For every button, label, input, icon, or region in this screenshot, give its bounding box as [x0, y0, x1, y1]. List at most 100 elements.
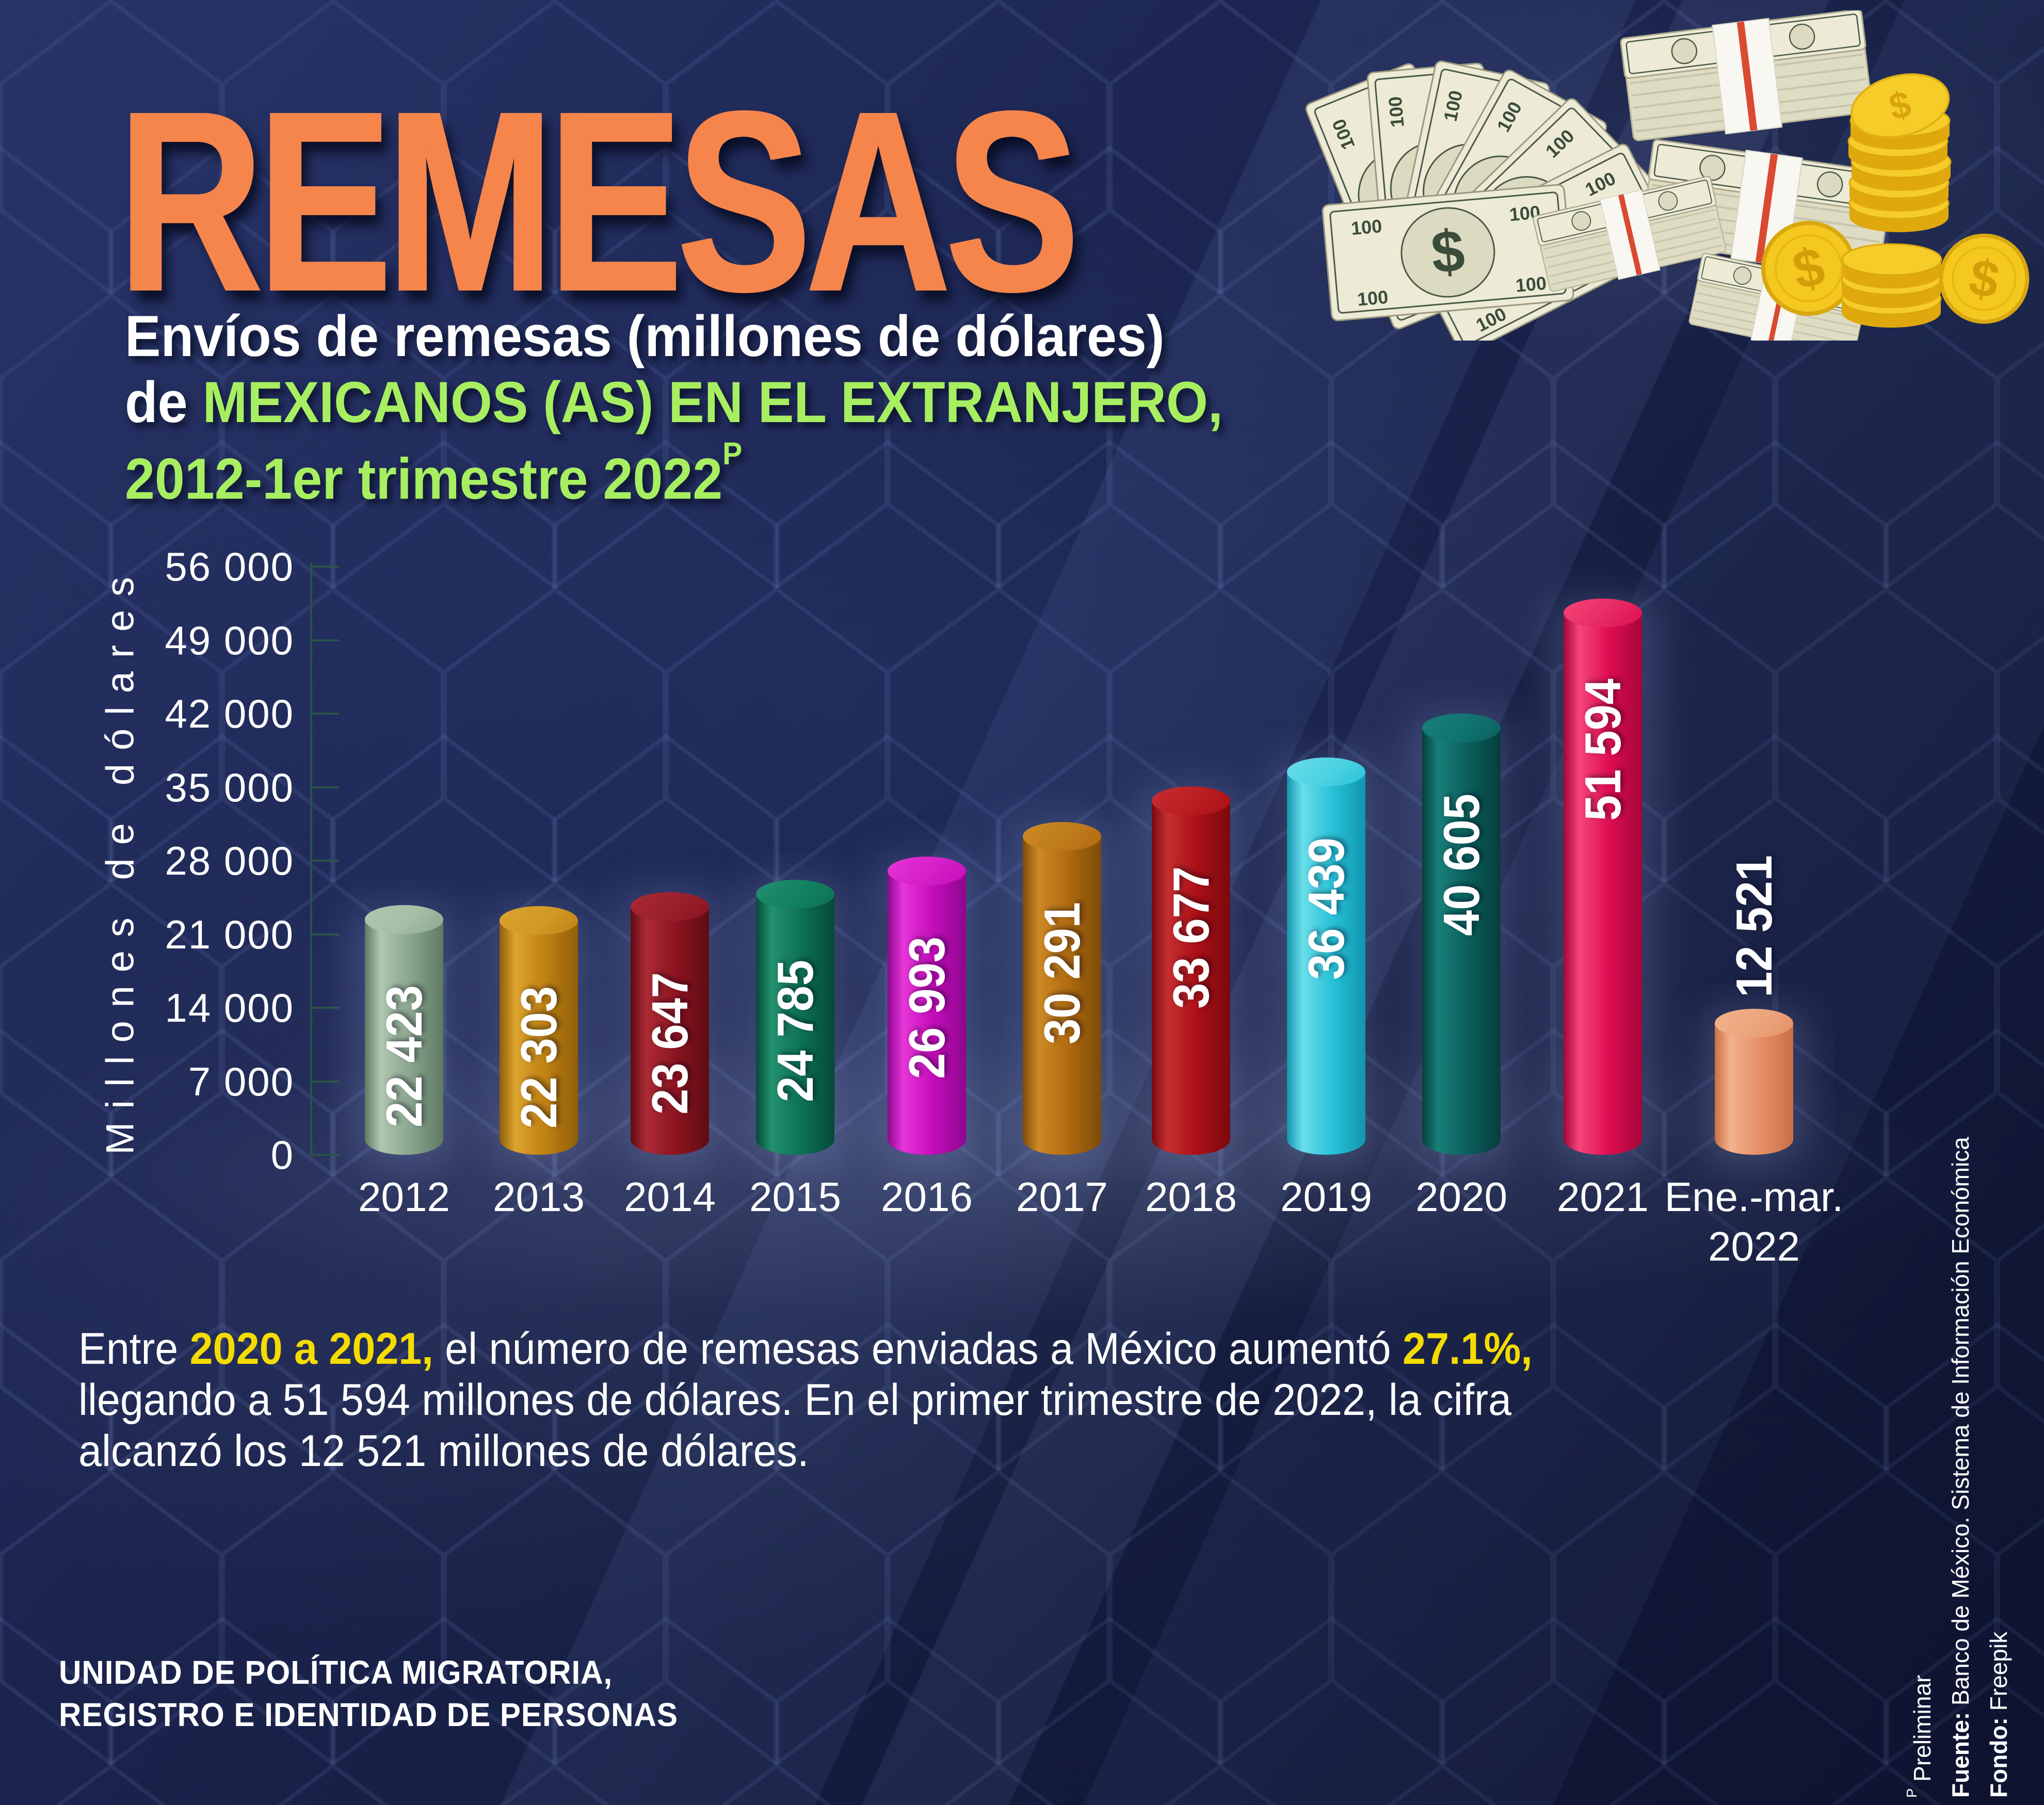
y-tick-7000 — [310, 1080, 339, 1083]
subtitle-line-3-text: 2012-1er trimestre 2022 — [125, 446, 723, 511]
y-tick-42000 — [310, 713, 339, 715]
bar-2012: 22 423 — [365, 905, 443, 1165]
bar-2014: 23 647 — [631, 892, 709, 1165]
bar-2021: 51 594 — [1564, 599, 1642, 1165]
y-tick-56000 — [310, 566, 339, 568]
note-preliminar-text: Preliminar — [1909, 1674, 1936, 1788]
bar-value-label-Ene--mar--2022: 12 521 — [1726, 855, 1782, 997]
bar-cap-2019 — [1287, 758, 1365, 786]
bar-cap-2014 — [631, 892, 709, 921]
bar-2013: 22 303 — [500, 906, 578, 1165]
gold-coin-stack-tall: $ — [1847, 73, 1952, 233]
x-axis-label-2019: 2019 — [1280, 1174, 1372, 1220]
bar-2016: 26 993 — [888, 857, 966, 1165]
annotation-segment: Entre — [78, 1324, 190, 1374]
note-fondo-text: Freepik — [1985, 1632, 2012, 1718]
note-preliminar: P Preliminar — [1904, 1674, 1936, 1798]
subtitle-preliminary-superscript: P — [722, 436, 743, 472]
bar-2017: 30 291 — [1023, 822, 1101, 1165]
bar-value-label-2021: 51 594 — [1574, 679, 1631, 821]
x-axis-label-Ene--mar--2022: Ene.-mar. 2022 — [1664, 1174, 1844, 1269]
bar-cap-2016 — [888, 857, 966, 885]
bar-2015: 24 785 — [756, 880, 834, 1165]
y-tick-label-14000: 14 000 — [165, 985, 294, 1030]
note-fuente-label: Fuente: — [1947, 1712, 1974, 1798]
money-illustration: $ 100 100 100 100 — [1303, 10, 2043, 341]
y-tick-label-56000: 56 000 — [165, 544, 294, 589]
subtitle-line-1: Envíos de remesas (millones de dólares) — [125, 304, 1165, 368]
bar-value-label-2018: 33 677 — [1163, 866, 1219, 1009]
annotation-segment: llegando a 51 594 millones de dólares. E… — [78, 1375, 1512, 1425]
bar-value-label-2013: 22 303 — [510, 986, 567, 1129]
bar-body-Ene--mar--2022 — [1715, 1023, 1793, 1155]
y-tick-label-28000: 28 000 — [165, 838, 294, 883]
y-tick-label-35000: 35 000 — [165, 764, 294, 810]
bar-body-2017 — [1023, 836, 1101, 1155]
note-fuente: Fuente: Banco de México. Sistema de Info… — [1946, 1137, 1974, 1798]
annotation-line-2: llegando a 51 594 millones de dólares. E… — [78, 1375, 1776, 1426]
footer-line-1: UNIDAD DE POLÍTICA MIGRATORIA, — [59, 1654, 613, 1691]
y-tick-label-7000: 7 000 — [188, 1058, 294, 1104]
bar-cap-2013 — [500, 906, 578, 935]
y-tick-35000 — [310, 786, 339, 788]
bar-cap-Ene--mar--2022 — [1715, 1009, 1793, 1038]
gold-coin-stack-small — [1841, 243, 1942, 329]
annotation-highlight: 2020 a 2021, — [189, 1324, 433, 1374]
gold-coins: $ — [1755, 73, 2034, 329]
bar-value-label-2015: 24 785 — [767, 960, 824, 1102]
bar-body-2021 — [1564, 613, 1642, 1155]
footer: UNIDAD DE POLÍTICA MIGRATORIA, REGISTRO … — [59, 1651, 678, 1736]
bar-cap-2015 — [756, 880, 834, 909]
subtitle: Envíos de remesas (millones de dólares) … — [125, 303, 1223, 512]
bar-value-label-2020: 40 605 — [1433, 794, 1490, 936]
y-tick-label-0: 0 — [270, 1132, 294, 1178]
subtitle-line-3: 2012-1er trimestre 2022P — [125, 436, 1223, 512]
bar-value-label-2019: 36 439 — [1298, 837, 1355, 980]
bar-body-2020 — [1422, 728, 1501, 1155]
bar-body-2013 — [500, 921, 578, 1155]
subtitle-line-2-prefix: de — [125, 370, 203, 434]
bar-body-2014 — [631, 907, 709, 1155]
y-tick-0 — [310, 1154, 339, 1156]
subtitle-line-2: de MEXICANOS (AS) EN EL EXTRANJERO, — [125, 369, 1223, 436]
x-axis-label-2013: 2013 — [493, 1174, 585, 1220]
bar-body-2019 — [1287, 772, 1365, 1155]
footer-line-2: REGISTRO E IDENTIDAD DE PERSONAS — [59, 1696, 678, 1733]
bar-body-2012 — [365, 920, 443, 1155]
annotation-segment: alcanzó los 12 521 millones de dólares. — [78, 1426, 809, 1476]
bar-value-label-2016: 26 993 — [898, 937, 955, 1079]
annotation-segment: el número de remesas enviadas a México a… — [433, 1324, 1403, 1374]
bar-2019: 36 439 — [1287, 758, 1365, 1165]
bar-2018: 33 677 — [1152, 786, 1230, 1165]
note-preliminar-sup: P — [1903, 1788, 1920, 1798]
y-tick-14000 — [310, 1007, 339, 1009]
subtitle-line-2-highlight: MEXICANOS (AS) EN EL EXTRANJERO, — [202, 370, 1223, 434]
bar-value-label-2012: 22 423 — [376, 985, 432, 1127]
bar-Ene--mar--2022: 12 521 — [1715, 855, 1793, 1165]
y-tick-28000 — [310, 860, 339, 862]
y-tick-label-21000: 21 000 — [165, 911, 294, 957]
x-axis-label-2012: 2012 — [358, 1174, 450, 1220]
page-title: REMESAS — [118, 57, 1079, 345]
x-axis-label-2015: 2015 — [749, 1174, 841, 1220]
y-tick-label-42000: 42 000 — [165, 691, 294, 736]
bar-body-2015 — [756, 894, 834, 1155]
y-tick-21000 — [310, 933, 339, 936]
y-tick-label-49000: 49 000 — [165, 617, 294, 663]
bar-cap-2018 — [1152, 786, 1230, 815]
x-axis-label-2017: 2017 — [1016, 1174, 1108, 1220]
bar-2020: 40 605 — [1422, 714, 1501, 1165]
annotation-highlight: 27.1%, — [1402, 1324, 1533, 1374]
bar-cap-2017 — [1023, 822, 1101, 851]
bar-body-2016 — [888, 871, 966, 1155]
bar-body-2018 — [1152, 801, 1230, 1155]
x-axis-label-2014: 2014 — [624, 1174, 716, 1220]
x-axis-label-2021: 2021 — [1557, 1174, 1649, 1220]
x-axis-label-2016: 2016 — [881, 1174, 973, 1220]
bar-cap-2012 — [365, 905, 443, 934]
annotation-text: Entre 2020 a 2021, el número de remesas … — [78, 1324, 1776, 1477]
y-tick-49000 — [310, 639, 339, 641]
x-axis-label-2018: 2018 — [1145, 1174, 1237, 1220]
x-axis-label-2020: 2020 — [1415, 1174, 1507, 1220]
